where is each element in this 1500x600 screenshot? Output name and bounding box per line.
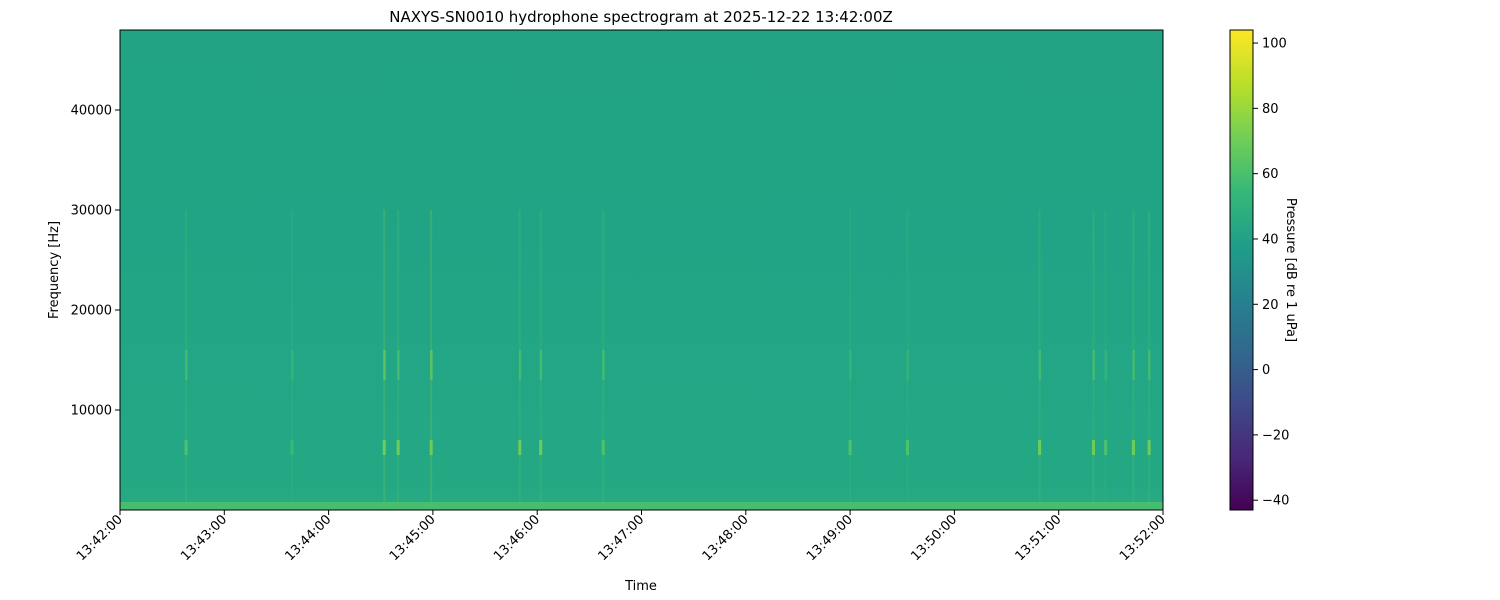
transient-event — [1147, 210, 1151, 510]
transient-event — [1104, 210, 1108, 510]
x-tick-label: 13:50:00 — [908, 512, 960, 564]
transient-event — [382, 210, 386, 510]
x-tick-label: 13:46:00 — [491, 512, 543, 564]
x-tick-label: 13:45:00 — [387, 512, 439, 564]
colorbar-label: Pressure [dB re 1 uPa] — [1283, 198, 1298, 342]
x-axis-label: Time — [624, 579, 657, 594]
colorbar-tick-label: −40 — [1262, 494, 1289, 509]
y-axis-label: Frequency [Hz] — [47, 221, 62, 319]
transient-event — [848, 210, 852, 510]
x-tick-label: 13:44:00 — [283, 512, 335, 564]
x-tick-label: 13:48:00 — [700, 512, 752, 564]
x-tick-label: 13:49:00 — [804, 512, 856, 564]
transient-event — [601, 210, 605, 510]
transient-event — [905, 210, 909, 510]
transient-event — [396, 210, 400, 510]
transient-event — [184, 210, 188, 510]
colorbar-tick-label: 20 — [1262, 298, 1279, 313]
colorbar-tick-label: 0 — [1262, 363, 1270, 378]
transient-event — [290, 210, 294, 510]
transient-event — [539, 210, 543, 510]
x-tick-label: 13:47:00 — [595, 512, 647, 564]
transient-event — [1091, 210, 1095, 510]
y-tick-label: 20000 — [71, 304, 112, 319]
spectrogram-background — [120, 30, 1163, 510]
x-tick-label: 13:52:00 — [1117, 512, 1169, 564]
colorbar-tick-label: −20 — [1262, 428, 1289, 443]
x-tick-label: 13:51:00 — [1013, 512, 1065, 564]
y-tick-label: 10000 — [71, 404, 112, 419]
colorbar-tick-label: 60 — [1262, 167, 1279, 182]
transient-event — [429, 210, 433, 510]
y-tick-label: 30000 — [71, 204, 112, 219]
transient-event — [1038, 210, 1042, 510]
y-tick-label: 40000 — [71, 104, 112, 119]
colorbar — [1229, 29, 1254, 511]
colorbar-tick-label: 40 — [1262, 232, 1279, 247]
transient-event — [518, 210, 522, 510]
x-tick-label: 13:42:00 — [74, 512, 126, 564]
colorbar-tick-label: 80 — [1262, 102, 1279, 117]
plot-area — [119, 29, 1164, 511]
chart-title: NAXYS-SN0010 hydrophone spectrogram at 2… — [389, 8, 893, 26]
low-frequency-band — [120, 502, 1163, 510]
colorbar-tick-label: 100 — [1262, 37, 1287, 52]
x-tick-label: 13:43:00 — [178, 512, 230, 564]
transient-event — [1131, 210, 1135, 510]
